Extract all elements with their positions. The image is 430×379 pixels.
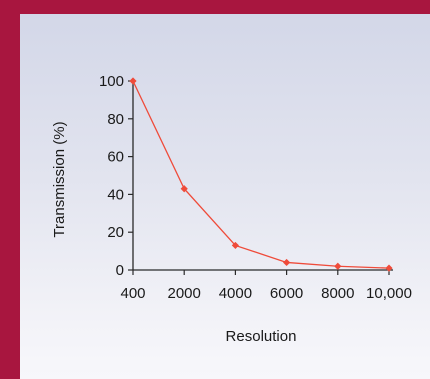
- x-tick-label: 6000: [270, 285, 303, 302]
- x-ticks: 400 2000 4000 6000 8000 10,000: [120, 270, 412, 302]
- y-tick-label: 100: [99, 73, 124, 90]
- transmission-chart: 0 20 40 60 80 100 400 2000 4000 6000 8000 10,000 R…: [51, 73, 412, 345]
- data-point: [231, 241, 239, 250]
- x-axis-title: Resolution: [226, 328, 297, 345]
- axes: [132, 79, 393, 271]
- chart-panel: 0 20 40 60 80 100 400 2000 4000 6000 8000 10,000 R…: [20, 14, 430, 379]
- data-point: [129, 77, 137, 85]
- series-layer: [129, 77, 393, 272]
- x-tick-label: 8000: [321, 285, 354, 302]
- data-point: [180, 185, 188, 193]
- x-tick-label: 10,000: [366, 285, 412, 302]
- y-tick-label: 0: [116, 262, 124, 279]
- data-point: [283, 258, 291, 267]
- y-tick-label: 40: [107, 186, 124, 203]
- y-tick-label: 60: [107, 149, 124, 166]
- y-tick-label: 80: [107, 111, 124, 128]
- y-tick-label: 20: [107, 224, 124, 241]
- x-tick-label: 400: [120, 285, 145, 302]
- x-tick-label: 4000: [219, 285, 252, 302]
- y-axis-title: Transmission (%): [51, 121, 68, 237]
- data-point: [385, 264, 393, 272]
- series-line: [132, 80, 390, 269]
- data-point: [334, 262, 342, 270]
- y-ticks: 0 20 40 60 80 100: [99, 73, 133, 279]
- x-tick-label: 2000: [168, 285, 201, 302]
